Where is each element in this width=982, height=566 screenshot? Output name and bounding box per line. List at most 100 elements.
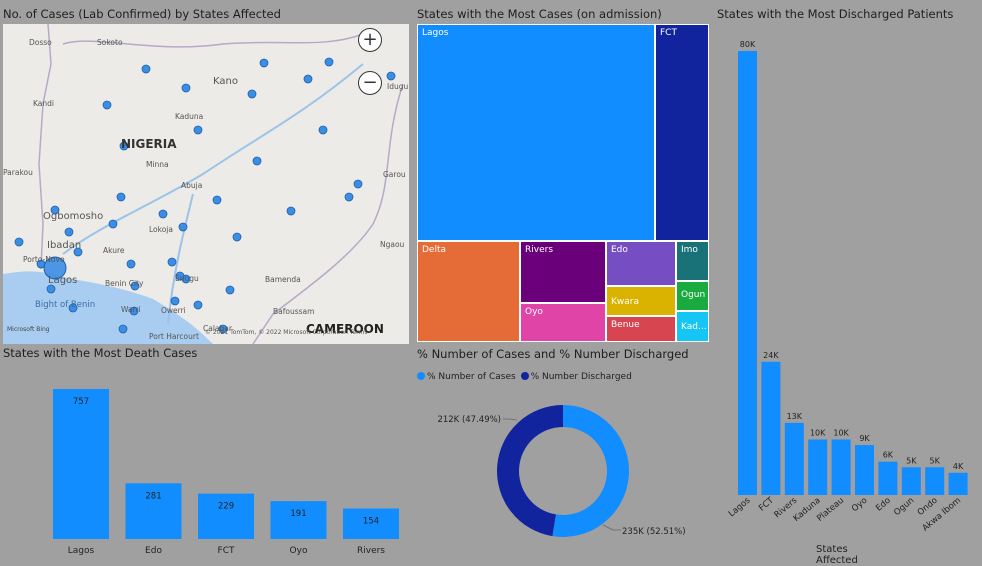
map-label-sea: Bight of Benin xyxy=(35,300,96,310)
city-label: Kano xyxy=(213,76,238,87)
case-bubble[interactable] xyxy=(175,271,185,281)
discharged-bar[interactable] xyxy=(878,461,898,495)
discharged-tick-label: Edo xyxy=(874,496,893,514)
death-bar[interactable] xyxy=(53,389,109,539)
border-west xyxy=(38,24,52,270)
discharged-data-label: 10K xyxy=(810,429,826,438)
case-bubble[interactable] xyxy=(50,205,60,215)
discharged-tick-label: Ogun xyxy=(892,496,916,518)
donut-slice[interactable] xyxy=(496,405,563,537)
case-bubble[interactable] xyxy=(130,281,140,291)
case-bubble[interactable] xyxy=(353,179,363,189)
discharged-bar[interactable] xyxy=(761,361,781,495)
city-label: Ogbomosho xyxy=(43,211,104,222)
discharged-bar[interactable] xyxy=(808,439,828,496)
legend-item-discharged[interactable]: % Number Discharged xyxy=(519,372,632,382)
discharged-bar[interactable] xyxy=(831,439,851,496)
discharged-data-label: 24K xyxy=(763,351,779,360)
donut-legend: % Number of Cases % Number Discharged xyxy=(417,372,632,382)
case-bubble[interactable] xyxy=(303,74,313,84)
legend-item-cases[interactable]: % Number of Cases xyxy=(417,372,516,382)
map-canvas[interactable]: NIGERIA CAMEROON Bight of Benin Dosso Sok… xyxy=(3,24,409,344)
city-label: Idugu xyxy=(387,82,409,91)
death-bar[interactable] xyxy=(125,483,182,539)
case-bubble[interactable] xyxy=(218,324,228,334)
case-bubble[interactable] xyxy=(68,303,78,313)
case-bubble[interactable] xyxy=(167,257,177,267)
case-bubble[interactable] xyxy=(129,306,139,316)
case-bubble[interactable] xyxy=(212,195,222,205)
city-label: Sokoto xyxy=(97,38,123,47)
case-bubble[interactable] xyxy=(170,296,180,306)
death-tick-label: Rivers xyxy=(357,546,385,556)
death-bar[interactable] xyxy=(343,508,399,539)
case-bubble[interactable] xyxy=(141,64,151,74)
case-bubble[interactable] xyxy=(158,209,168,219)
map-label-country: NIGERIA xyxy=(121,137,177,151)
case-bubble[interactable] xyxy=(259,58,269,68)
treemap-cell-rivers[interactable]: Rivers xyxy=(520,241,606,303)
case-bubble[interactable] xyxy=(386,71,396,81)
donut-leader-line xyxy=(503,418,518,421)
case-bubble[interactable] xyxy=(232,232,242,242)
case-bubble[interactable] xyxy=(14,237,24,247)
case-bubble[interactable] xyxy=(286,206,296,216)
death-data-label: 757 xyxy=(73,397,89,407)
treemap-cell-kwara[interactable]: Kwara xyxy=(606,286,676,316)
case-bubble[interactable] xyxy=(193,125,203,135)
donut-title: % Number of Cases and % Number Discharge… xyxy=(417,347,689,361)
case-bubble[interactable] xyxy=(46,284,56,294)
river-niger xyxy=(62,63,364,255)
case-bubble[interactable] xyxy=(126,259,136,269)
case-bubble[interactable] xyxy=(64,227,74,237)
treemap-cell-ogun[interactable]: Ogun xyxy=(676,281,709,311)
zoom-in-button[interactable]: + xyxy=(358,28,382,52)
death-bar[interactable] xyxy=(198,493,254,539)
city-label: Port Harcourt xyxy=(149,332,199,341)
discharged-bar[interactable] xyxy=(901,467,921,495)
case-bubble[interactable] xyxy=(116,192,126,202)
case-bubble[interactable] xyxy=(102,100,112,110)
treemap-cell-lagos[interactable]: Lagos xyxy=(417,24,655,241)
case-bubble[interactable] xyxy=(108,219,118,229)
case-bubble[interactable] xyxy=(318,125,328,135)
case-bubble[interactable] xyxy=(118,324,128,334)
treemap-cell-imo[interactable]: Imo xyxy=(676,241,709,281)
donut-leader-line xyxy=(602,524,621,531)
city-label: Enugu xyxy=(175,274,199,283)
death-bar[interactable] xyxy=(270,501,327,539)
case-bubble[interactable] xyxy=(178,222,188,232)
case-bubble[interactable] xyxy=(119,141,129,151)
case-bubble[interactable] xyxy=(181,83,191,93)
treemap-cell-delta[interactable]: Delta xyxy=(417,241,520,342)
discharged-bar[interactable] xyxy=(855,445,874,495)
discharged-data-label: 4K xyxy=(953,462,964,471)
treemap-title: States with the Most Cases (on admission… xyxy=(417,7,662,21)
discharged-chart: 80KLagos24KFCT13KRivers10KKaduna10KPlate… xyxy=(727,40,968,533)
discharged-bar[interactable] xyxy=(925,467,945,495)
treemap-cell-oyo[interactable]: Oyo xyxy=(520,303,606,342)
case-bubble[interactable] xyxy=(252,156,262,166)
case-bubble[interactable] xyxy=(344,192,354,202)
case-bubble[interactable] xyxy=(193,300,203,310)
discharged-tick-label: Lagos xyxy=(727,495,753,519)
case-bubble[interactable] xyxy=(73,247,83,257)
city-label: Kandi xyxy=(33,99,54,108)
zoom-out-button[interactable]: − xyxy=(358,71,382,95)
donut-slice[interactable] xyxy=(552,405,629,537)
discharged-bar[interactable] xyxy=(738,51,757,495)
discharged-bar[interactable] xyxy=(948,472,968,495)
case-bubble[interactable] xyxy=(247,89,257,99)
city-label: Ibadan xyxy=(47,240,82,251)
city-label: Lokoja xyxy=(149,225,173,234)
case-bubble[interactable] xyxy=(225,285,235,295)
case-bubble[interactable] xyxy=(324,57,334,67)
treemap-cell-fct[interactable]: FCT xyxy=(655,24,709,241)
death-data-label: 281 xyxy=(145,491,161,501)
map-svg xyxy=(3,24,404,344)
treemap-cell-benue[interactable]: Benue xyxy=(606,316,676,342)
case-bubble-lagos[interactable] xyxy=(43,256,67,280)
treemap-cell-edo[interactable]: Edo xyxy=(606,241,676,286)
treemap-cell-kad[interactable]: Kad... xyxy=(676,311,709,342)
discharged-bar[interactable] xyxy=(784,422,804,495)
